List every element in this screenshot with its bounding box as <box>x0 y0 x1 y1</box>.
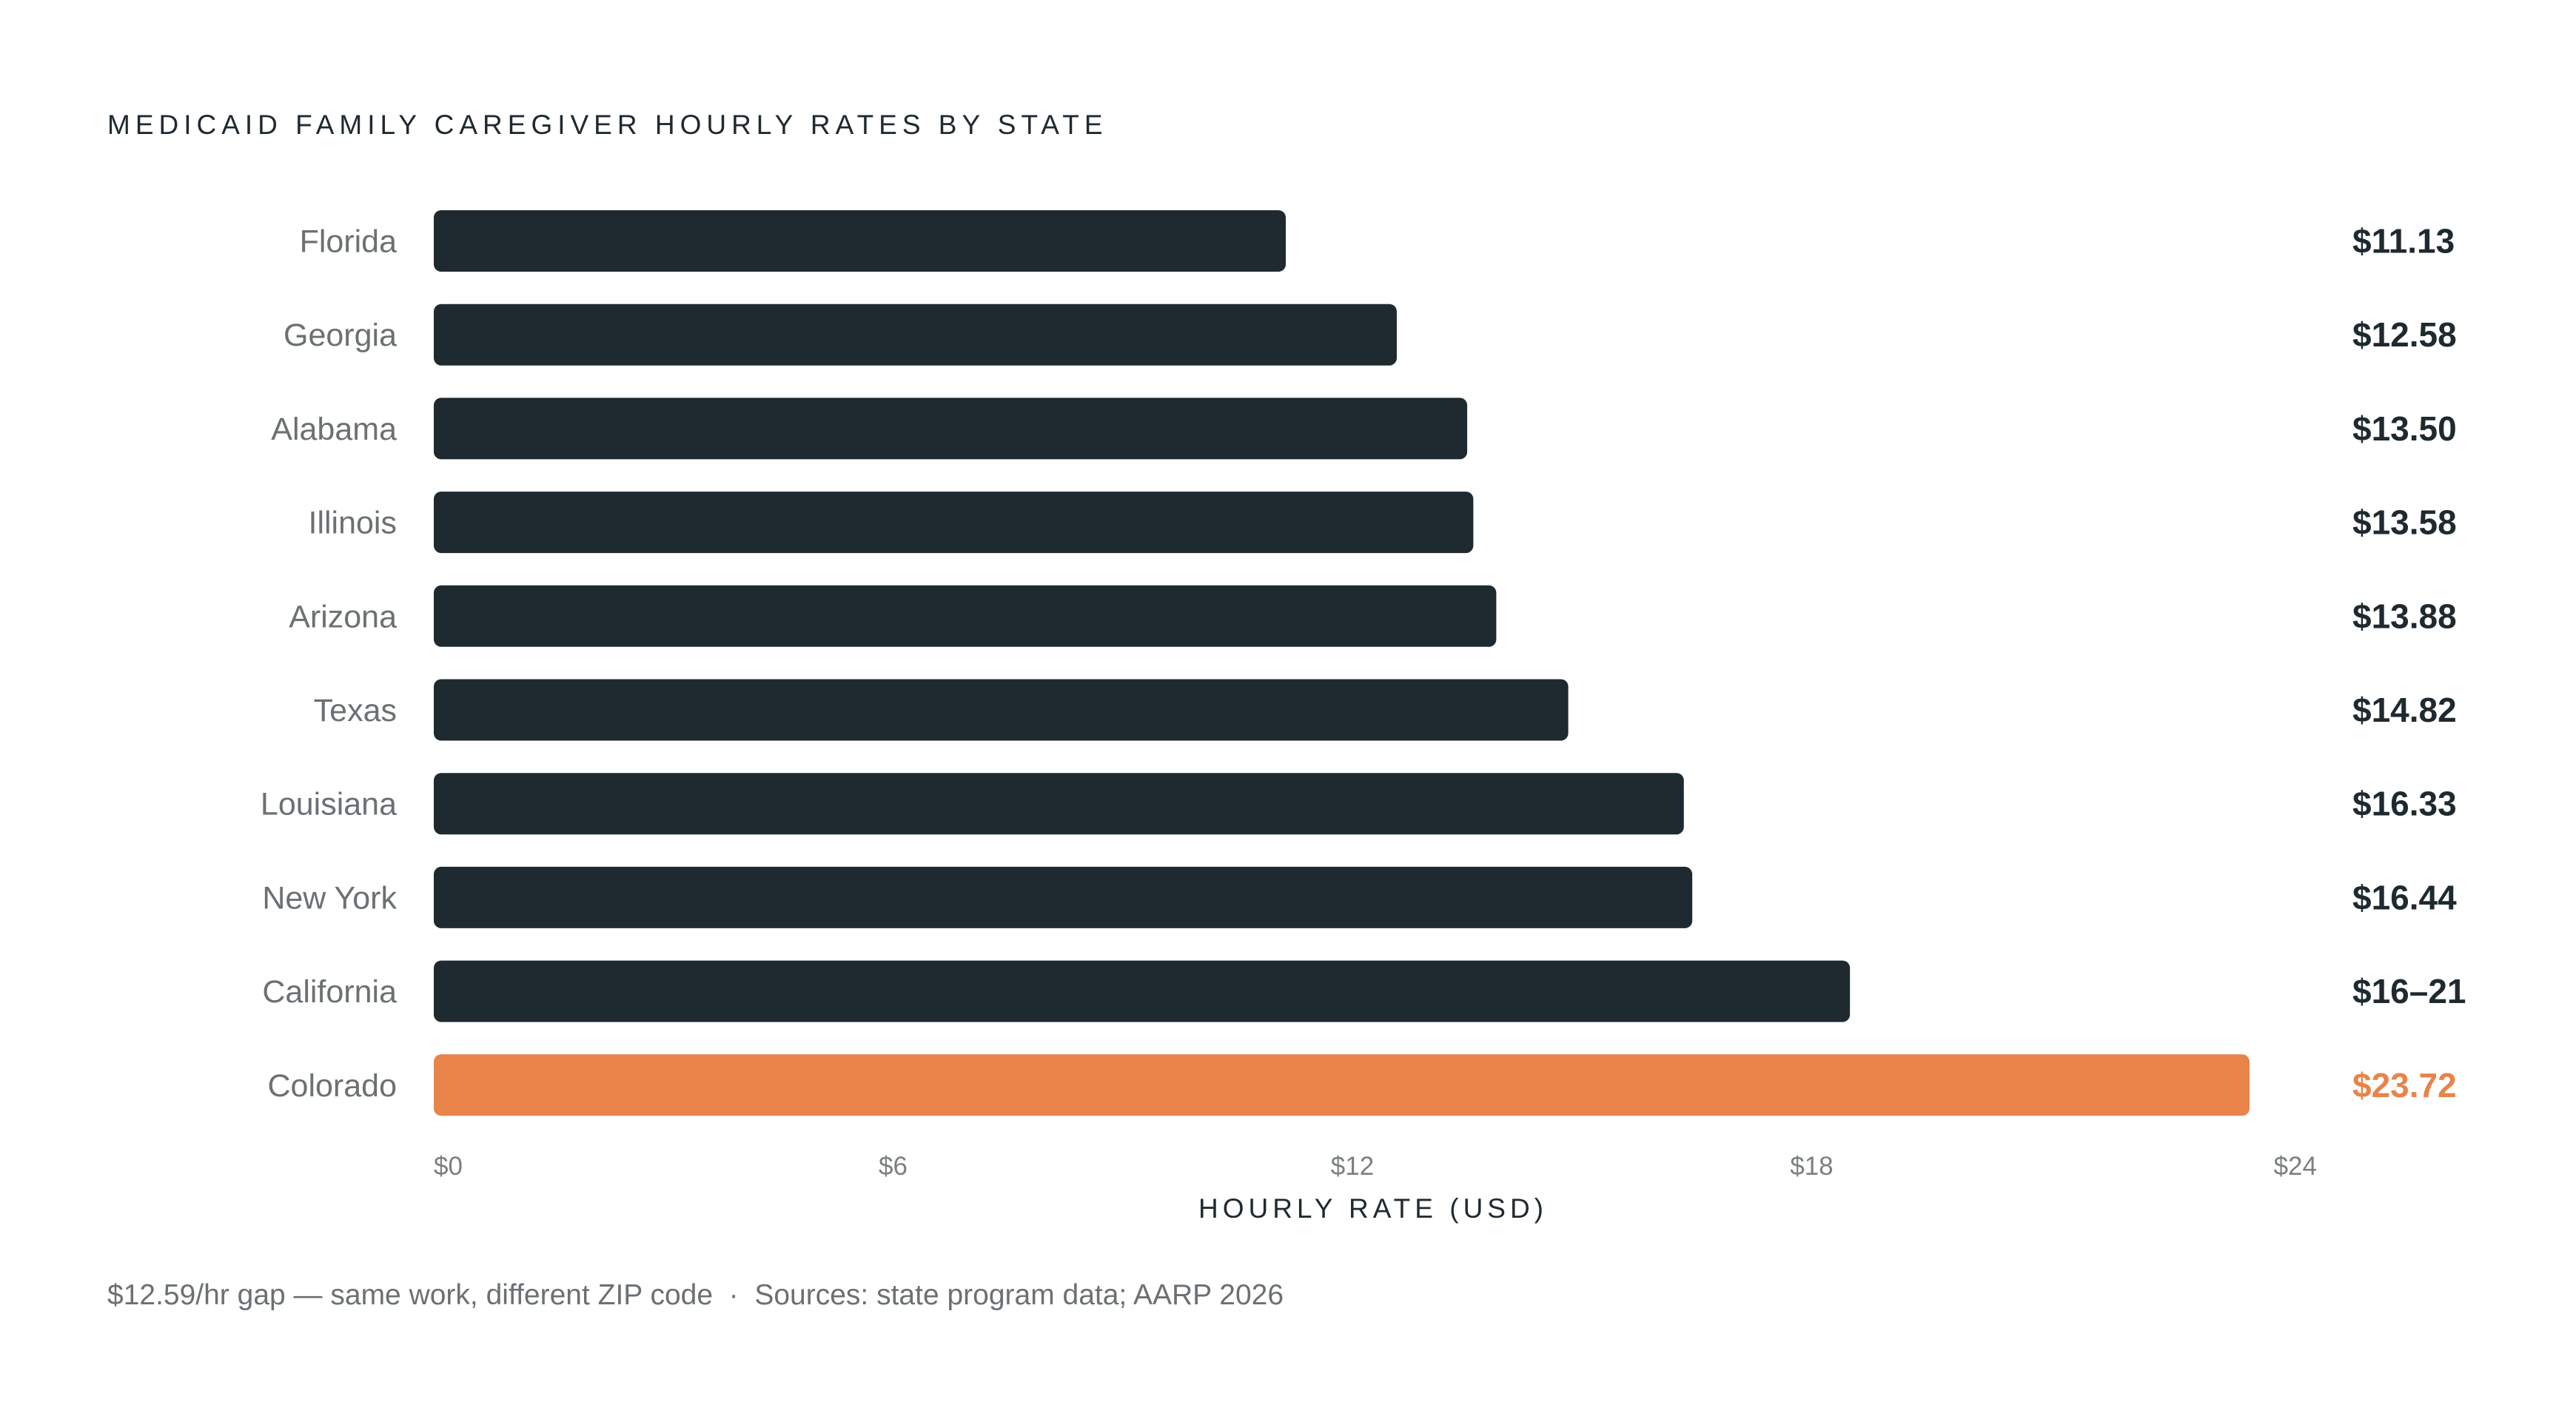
bar-florida <box>434 210 1287 272</box>
bar-arizona <box>434 585 1497 647</box>
bar-alabama <box>434 398 1468 460</box>
category-label-arizona: Arizona <box>289 599 397 634</box>
category-label-florida: Florida <box>300 224 398 260</box>
bar-georgia <box>434 304 1397 366</box>
value-label-colorado: $23.72 <box>2352 1066 2457 1104</box>
x-tick-label-12: $12 <box>1331 1152 1374 1181</box>
category-label-new-york: New York <box>262 880 397 916</box>
bar-colorado <box>434 1054 2250 1116</box>
x-tick-label-24: $24 <box>2274 1152 2317 1181</box>
bar-louisiana <box>434 773 1684 835</box>
bar-illinois <box>434 492 1474 554</box>
bar-new-york <box>434 866 1693 928</box>
category-labels-group: Florida Georgia Alabama Illinois Arizona Texa… <box>261 224 398 1104</box>
category-label-illinois: Illinois <box>309 506 398 541</box>
category-label-georgia: Georgia <box>284 318 397 353</box>
category-label-alabama: Alabama <box>271 412 397 447</box>
value-label-new-york: $16.44 <box>2352 878 2457 916</box>
value-label-georgia: $12.58 <box>2352 315 2457 354</box>
value-label-arizona: $13.88 <box>2352 597 2457 635</box>
value-label-florida: $11.13 <box>2352 222 2455 261</box>
x-tick-label-6: $6 <box>879 1152 908 1181</box>
bar-california <box>434 960 1851 1022</box>
value-label-alabama: $13.50 <box>2352 409 2457 448</box>
category-label-texas: Texas <box>314 693 397 728</box>
bars-group <box>434 210 2250 1116</box>
x-tick-label-18: $18 <box>1790 1152 1833 1181</box>
footnote: $12.59/hr gap — same work, different ZIP… <box>107 1279 1284 1311</box>
chart-title: MEDICAID FAMILY CAREGIVER HOURLY RATES B… <box>107 110 1108 140</box>
bar-texas <box>434 679 1569 741</box>
category-label-california: California <box>262 974 397 1010</box>
value-label-illinois: $13.58 <box>2352 503 2457 542</box>
value-label-texas: $14.82 <box>2352 691 2457 729</box>
category-label-louisiana: Louisiana <box>261 787 397 822</box>
value-label-california: $16–21 <box>2352 972 2466 1010</box>
value-labels-group: $11.13 $12.58 $13.50 $13.58 $13.88 $14.82 $16.… <box>2352 222 2466 1104</box>
x-tick-label-0: $0 <box>434 1152 463 1181</box>
x-axis-ticks-group: $0 $6 $12 $18 $24 <box>434 1152 2317 1181</box>
category-label-colorado: Colorado <box>268 1068 398 1104</box>
x-axis-title: HOURLY RATE (USD) <box>1198 1193 1548 1224</box>
value-label-louisiana: $16.33 <box>2352 785 2457 823</box>
